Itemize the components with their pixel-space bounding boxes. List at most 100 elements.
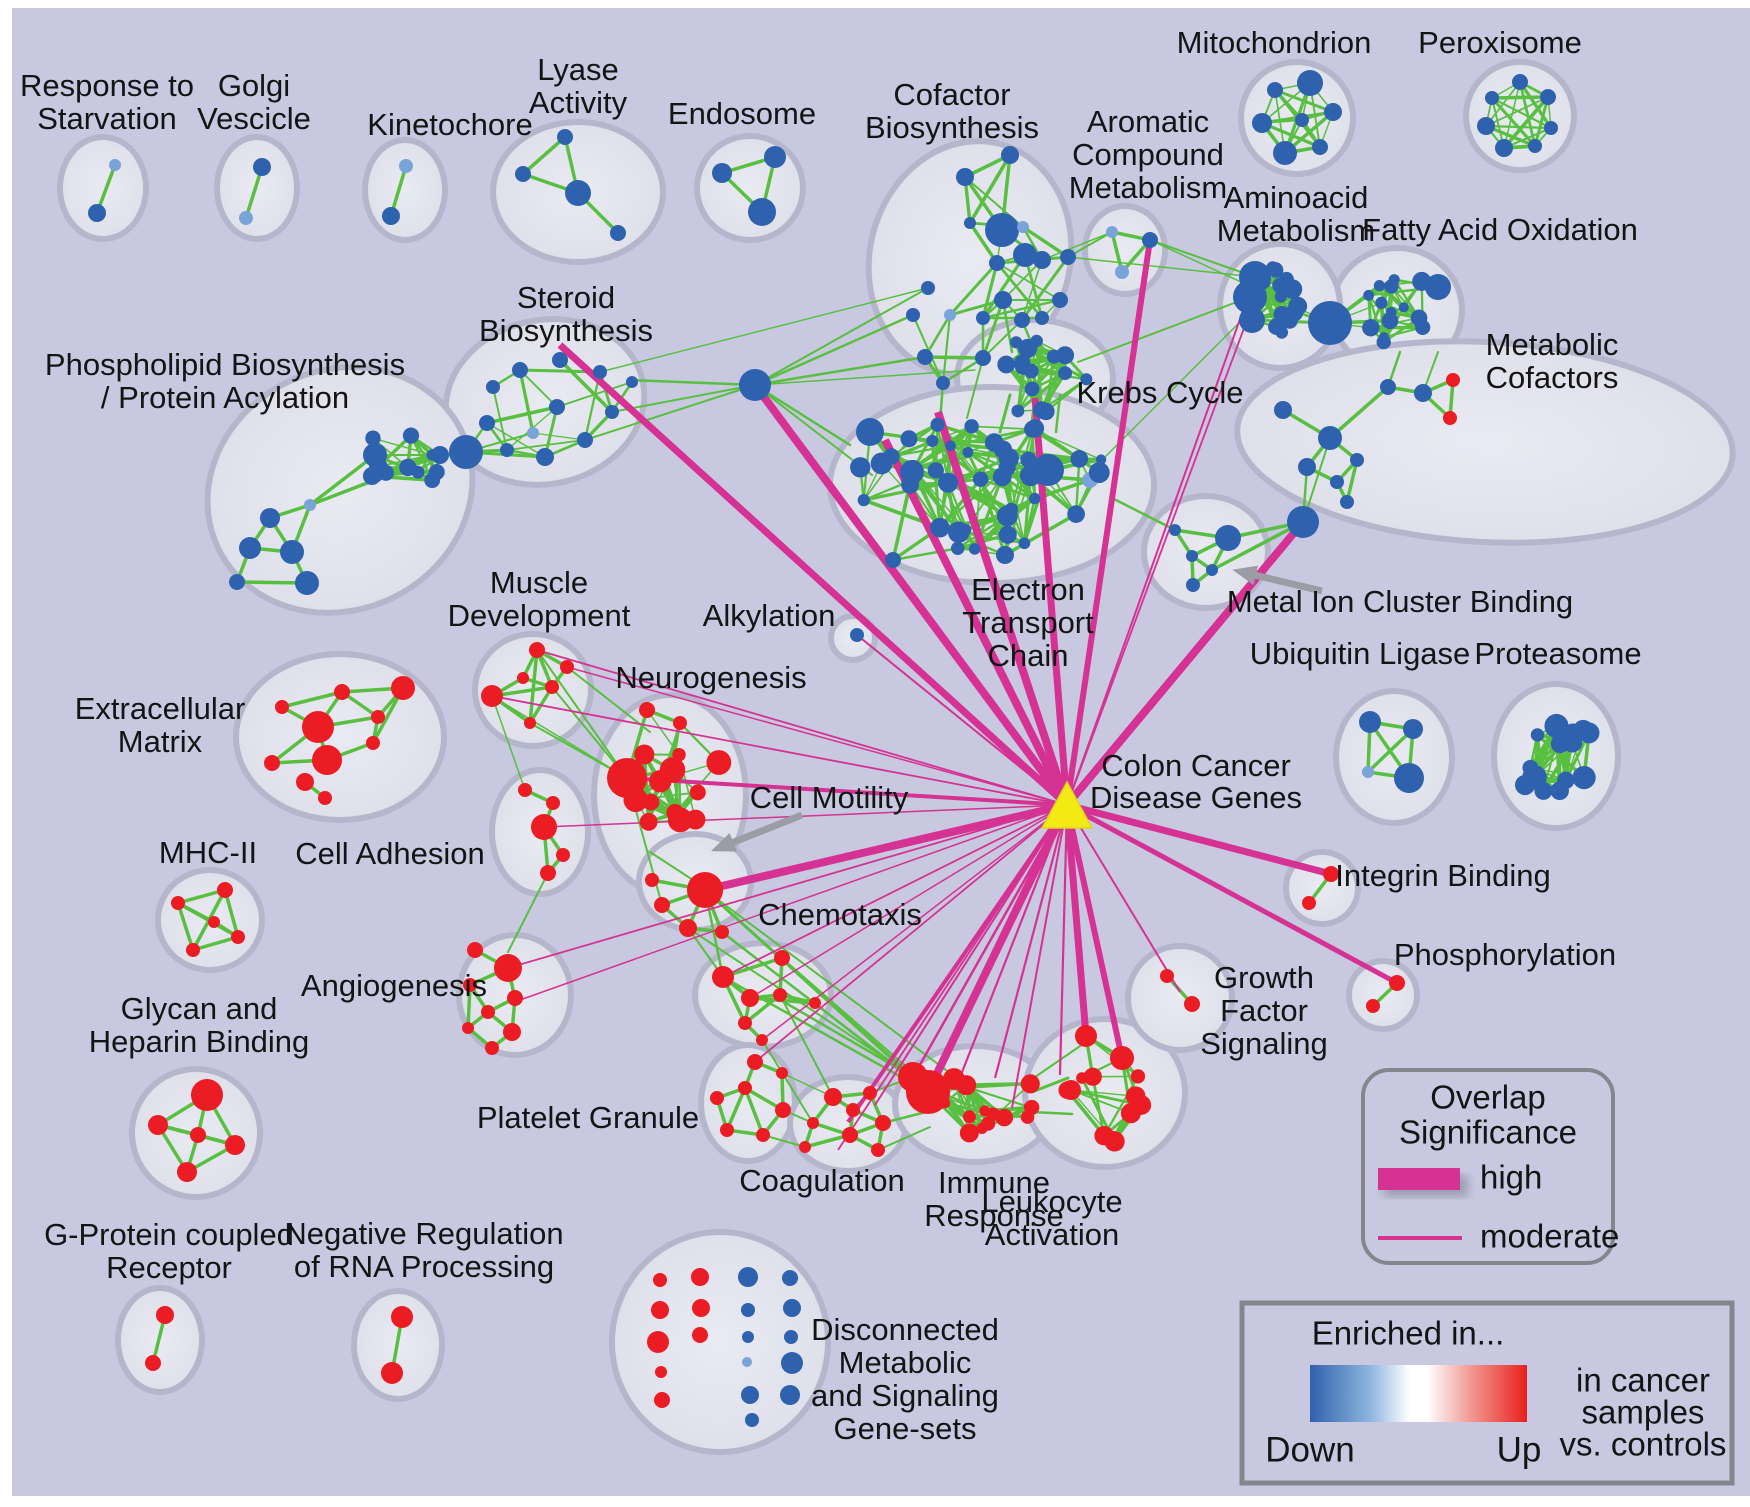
gene-set-node[interactable] (936, 376, 950, 390)
gene-set-node[interactable] (651, 1301, 669, 1319)
gene-set-node[interactable] (679, 919, 697, 937)
gene-set-node[interactable] (1512, 74, 1528, 90)
gene-set-node[interactable] (494, 954, 522, 982)
gene-set-node[interactable] (1215, 525, 1241, 551)
gene-set-node[interactable] (1060, 249, 1076, 265)
gene-set-node[interactable] (1017, 221, 1029, 233)
gene-set-node[interactable] (846, 1103, 860, 1117)
gene-set-node[interactable] (334, 684, 350, 700)
gene-set-node[interactable] (1544, 121, 1558, 135)
gene-set-node[interactable] (264, 755, 280, 771)
gene-set-node[interactable] (1572, 765, 1596, 790)
gene-set-node[interactable] (685, 809, 706, 830)
gene-set-node[interactable] (391, 676, 415, 700)
gene-set-node[interactable] (467, 942, 483, 958)
gene-set-node[interactable] (692, 1327, 708, 1343)
gene-set-node[interactable] (747, 1054, 763, 1070)
gene-set-node[interactable] (365, 430, 381, 446)
gene-set-node[interactable] (659, 757, 686, 783)
gene-set-node[interactable] (1403, 719, 1423, 739)
gene-set-node[interactable] (1273, 141, 1297, 165)
gene-set-node[interactable] (930, 517, 950, 538)
gene-set-node[interactable] (1095, 454, 1107, 465)
gene-set-node[interactable] (756, 1034, 768, 1046)
gene-set-node[interactable] (1020, 451, 1037, 468)
gene-set-node[interactable] (1083, 1067, 1102, 1086)
gene-set-node[interactable] (1385, 307, 1397, 318)
gene-set-node[interactable] (1033, 251, 1051, 269)
gene-set-node[interactable] (1067, 505, 1085, 523)
gene-set-node[interactable] (1534, 781, 1553, 800)
gene-set-node[interactable] (712, 163, 732, 183)
gene-set-node[interactable] (378, 465, 394, 481)
gene-set-node[interactable] (536, 448, 554, 466)
gene-set-node[interactable] (687, 872, 723, 908)
gene-set-node[interactable] (850, 457, 871, 478)
gene-set-node[interactable] (1350, 453, 1364, 467)
gene-set-node[interactable] (905, 459, 922, 477)
gene-set-node[interactable] (1058, 366, 1073, 381)
gene-set-node[interactable] (1375, 296, 1388, 309)
gene-set-node[interactable] (1557, 771, 1575, 790)
gene-set-node[interactable] (1540, 89, 1556, 105)
gene-set-node[interactable] (529, 642, 545, 658)
gene-set-node[interactable] (720, 1123, 734, 1137)
gene-set-node[interactable] (850, 628, 864, 642)
gene-set-node[interactable] (863, 1086, 877, 1100)
gene-set-node[interactable] (560, 660, 574, 674)
gene-set-node[interactable] (1373, 280, 1386, 292)
gene-set-node[interactable] (225, 1135, 245, 1155)
gene-set-node[interactable] (715, 925, 729, 939)
gene-set-node[interactable] (776, 1067, 788, 1079)
gene-set-node[interactable] (540, 865, 556, 881)
gene-set-node[interactable] (1288, 296, 1308, 316)
gene-set-node[interactable] (512, 362, 528, 378)
gene-set-node[interactable] (645, 873, 659, 887)
gene-set-node[interactable] (462, 1022, 474, 1034)
gene-set-node[interactable] (295, 571, 319, 595)
gene-set-node[interactable] (1125, 1086, 1146, 1107)
gene-set-node[interactable] (426, 449, 439, 461)
gene-set-node[interactable] (655, 1366, 667, 1378)
gene-set-node[interactable] (984, 433, 1004, 452)
gene-set-node[interactable] (382, 207, 400, 225)
gene-set-hub-node[interactable] (739, 369, 771, 401)
gene-set-node[interactable] (1530, 728, 1545, 742)
gene-set-node[interactable] (710, 1091, 724, 1105)
gene-set-node[interactable] (481, 685, 503, 707)
gene-set-node[interactable] (524, 717, 536, 729)
gene-set-node[interactable] (1075, 1025, 1097, 1047)
gene-set-node[interactable] (1013, 354, 1031, 372)
gene-set-node[interactable] (921, 281, 935, 295)
gene-set-node[interactable] (391, 1306, 413, 1328)
gene-set-node[interactable] (1013, 243, 1037, 267)
gene-set-node[interactable] (1001, 146, 1019, 164)
gene-set-node[interactable] (549, 399, 565, 415)
gene-set-node[interactable] (239, 537, 261, 559)
gene-set-node[interactable] (930, 417, 945, 432)
gene-set-node[interactable] (1020, 1074, 1040, 1094)
gene-set-node[interactable] (956, 1075, 977, 1096)
gene-set-node[interactable] (945, 440, 956, 452)
gene-set-node[interactable] (229, 574, 245, 590)
gene-set-node[interactable] (171, 896, 185, 910)
gene-set-node[interactable] (1324, 103, 1342, 121)
gene-set-node[interactable] (1362, 319, 1380, 337)
gene-set-node[interactable] (1035, 311, 1049, 325)
gene-set-node[interactable] (156, 1306, 174, 1324)
gene-set-node[interactable] (253, 158, 271, 176)
gene-set-node[interactable] (712, 966, 734, 988)
gene-set-node[interactable] (208, 916, 220, 928)
gene-set-node[interactable] (217, 882, 233, 898)
gene-set-node[interactable] (1544, 713, 1569, 739)
gene-set-node[interactable] (593, 365, 607, 379)
gene-set-node[interactable] (1252, 113, 1272, 133)
gene-set-node[interactable] (968, 543, 981, 555)
gene-set-node[interactable] (964, 217, 976, 229)
gene-set-node[interactable] (745, 1413, 759, 1427)
gene-set-node[interactable] (1389, 975, 1405, 991)
gene-set-node[interactable] (741, 989, 759, 1007)
gene-set-node[interactable] (901, 475, 920, 494)
gene-set-node[interactable] (557, 129, 573, 145)
gene-set-node[interactable] (518, 783, 532, 797)
